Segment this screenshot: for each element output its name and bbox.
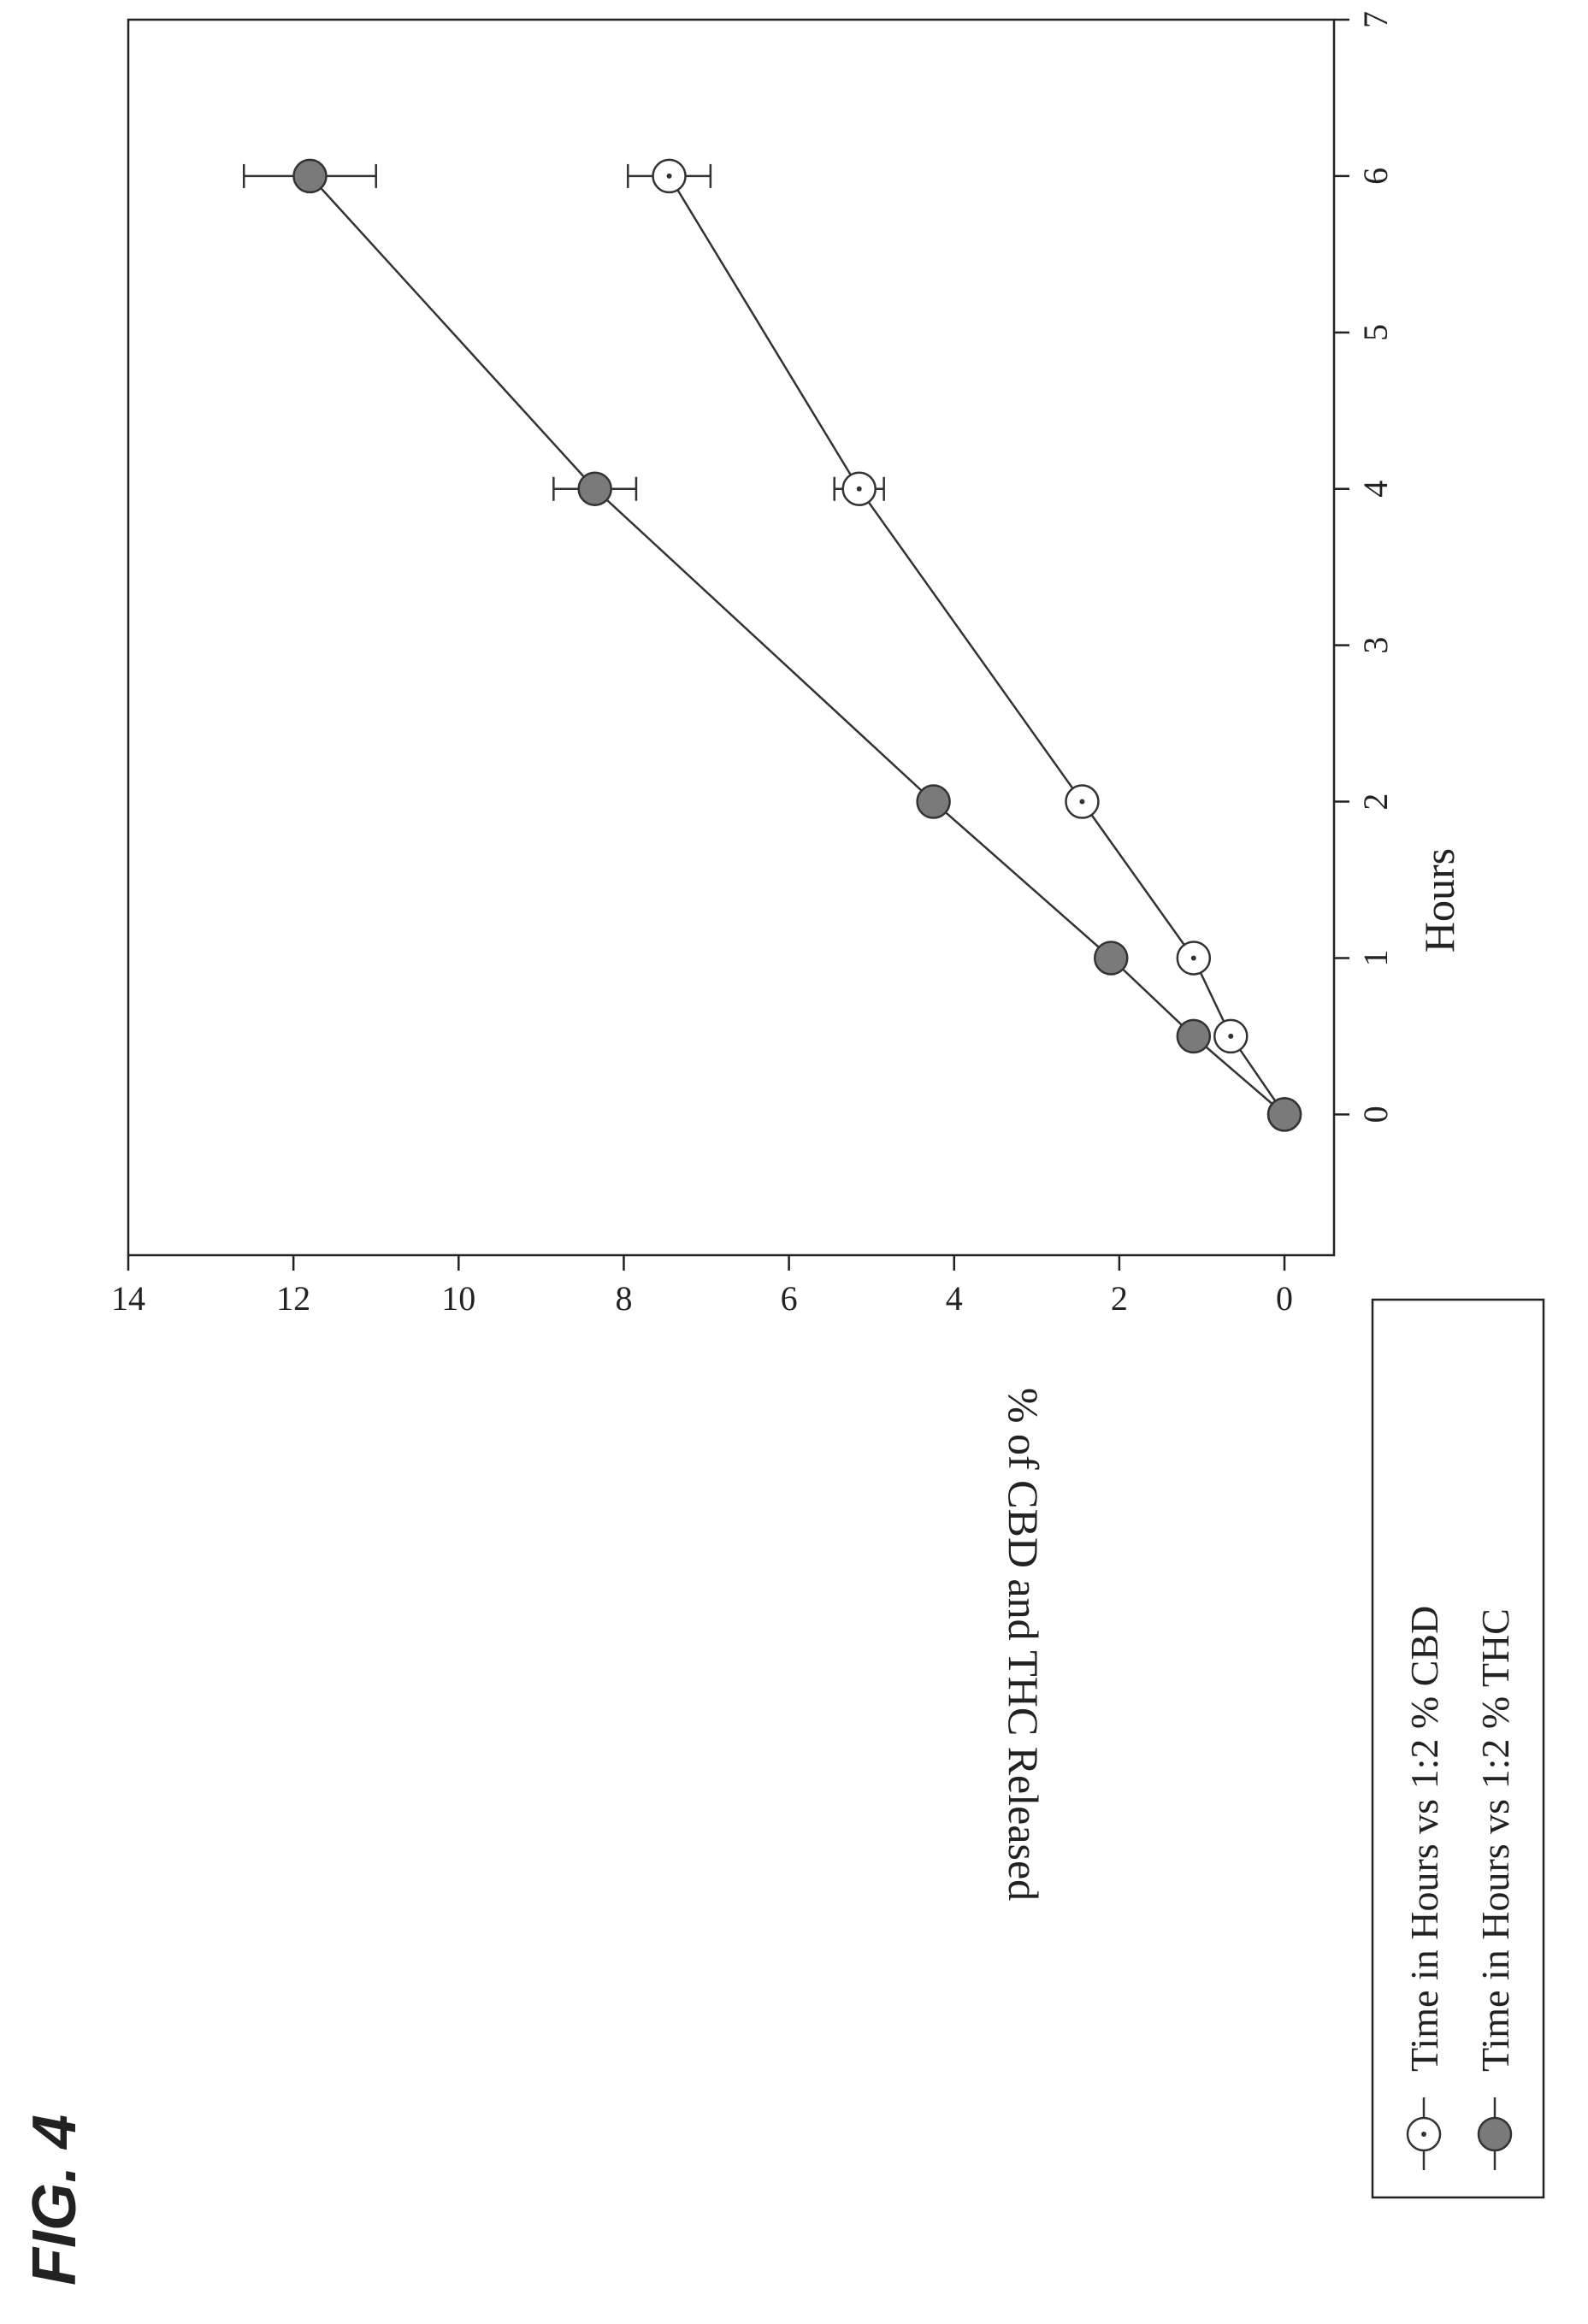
legend-box bbox=[1371, 1298, 1545, 2199]
x-tick-label: 5 bbox=[1356, 324, 1395, 341]
y-tick-label: 2 bbox=[1111, 1279, 1128, 1318]
legend-marker-cbd-dot bbox=[1421, 2132, 1426, 2137]
y-axis: 0 2 4 6 8 10 12 14 bbox=[111, 1255, 1293, 1318]
data-point-dot-cbd bbox=[856, 486, 862, 492]
legend: Time in Hours vs 1:2 % CBD Time in Hours… bbox=[1371, 1298, 1545, 2199]
data-point-dot-cbd bbox=[1190, 955, 1196, 961]
figure-label: FIG. 4 bbox=[21, 2115, 89, 2286]
x-tick-label: 6 bbox=[1356, 168, 1395, 185]
data-point-thc bbox=[577, 471, 612, 506]
data-point-thc bbox=[1176, 1018, 1212, 1054]
data-point-dot-cbd bbox=[666, 173, 672, 179]
data-point-thc bbox=[916, 784, 951, 819]
plot-frame-border bbox=[127, 18, 1336, 1257]
y-tick-label: 12 bbox=[276, 1279, 310, 1318]
series-line-thc bbox=[309, 175, 1285, 1116]
y-tick-label: 0 bbox=[1276, 1279, 1293, 1318]
x-tick-label: 0 bbox=[1356, 1106, 1395, 1123]
x-tick-label: 1 bbox=[1356, 949, 1395, 966]
legend-item-thc: Time in Hours vs 1:2 % THC bbox=[1473, 1608, 1517, 2170]
data-point-thc bbox=[292, 158, 328, 194]
y-tick-label: 4 bbox=[946, 1279, 963, 1318]
data-point-thc bbox=[1093, 941, 1129, 976]
legend-marker-thc bbox=[1477, 2116, 1513, 2152]
data-point-dot-cbd bbox=[1228, 1033, 1234, 1039]
data-point-dot-cbd bbox=[1079, 799, 1085, 805]
y-tick-label: 8 bbox=[615, 1279, 632, 1318]
x-tick-label: 4 bbox=[1356, 481, 1395, 498]
y-tick-label: 6 bbox=[781, 1279, 798, 1318]
series-layer bbox=[242, 158, 1302, 1132]
legend-item-cbd: Time in Hours vs 1:2 % CBD bbox=[1402, 1606, 1446, 2170]
x-tick-label: 3 bbox=[1356, 637, 1395, 654]
y-tick-label: 10 bbox=[441, 1279, 475, 1318]
legend-label-thc: Time in Hours vs 1:2 % THC bbox=[1473, 1608, 1517, 2072]
data-point-thc bbox=[1266, 1097, 1302, 1132]
x-axis: 0 1 2 3 4 5 6 7 bbox=[1334, 11, 1395, 1123]
x-axis-label: Hours bbox=[1415, 848, 1463, 953]
y-axis-label: % of CBD and THC Released bbox=[1000, 1388, 1048, 1901]
legend-label-cbd: Time in Hours vs 1:2 % CBD bbox=[1402, 1606, 1446, 2072]
x-tick-label: 7 bbox=[1356, 11, 1395, 28]
y-tick-label: 14 bbox=[111, 1279, 145, 1318]
x-tick-label: 2 bbox=[1356, 793, 1395, 811]
plot-area bbox=[127, 18, 1336, 1257]
